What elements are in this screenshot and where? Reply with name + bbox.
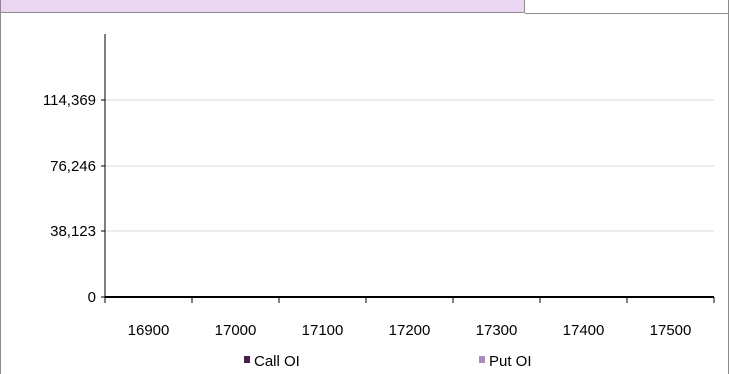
legend-label-call-oi: Call OI <box>254 353 300 370</box>
x-tick-label-17100: 17100 <box>302 322 344 339</box>
y-ticks: 0 38,123 76,246 114,369 <box>43 92 105 306</box>
y-tick-label-1: 38,123 <box>50 223 96 240</box>
y-tick-label-0: 0 <box>88 289 96 306</box>
y-tick-label-2: 76,246 <box>50 158 96 175</box>
legend-swatch-call-oi <box>244 356 250 363</box>
x-ticks: 16900 17000 17100 17200 17300 17400 1750… <box>104 297 715 339</box>
legend: Call OI Put OI <box>244 353 532 370</box>
x-tick-label-17300: 17300 <box>476 322 518 339</box>
grid-lines <box>105 99 714 232</box>
x-tick-label-17200: 17200 <box>389 322 431 339</box>
x-tick-label-17400: 17400 <box>563 322 605 339</box>
legend-swatch-put-oi <box>479 356 485 363</box>
top-tab-panel <box>1 0 525 13</box>
top-border-line <box>525 13 728 14</box>
y-tick-label-3: 114,369 <box>43 92 96 109</box>
x-tick-label-17500: 17500 <box>650 322 692 339</box>
legend-label-put-oi: Put OI <box>489 353 532 370</box>
x-tick-label-16900: 16900 <box>128 322 170 339</box>
x-tick-label-17000: 17000 <box>215 322 257 339</box>
